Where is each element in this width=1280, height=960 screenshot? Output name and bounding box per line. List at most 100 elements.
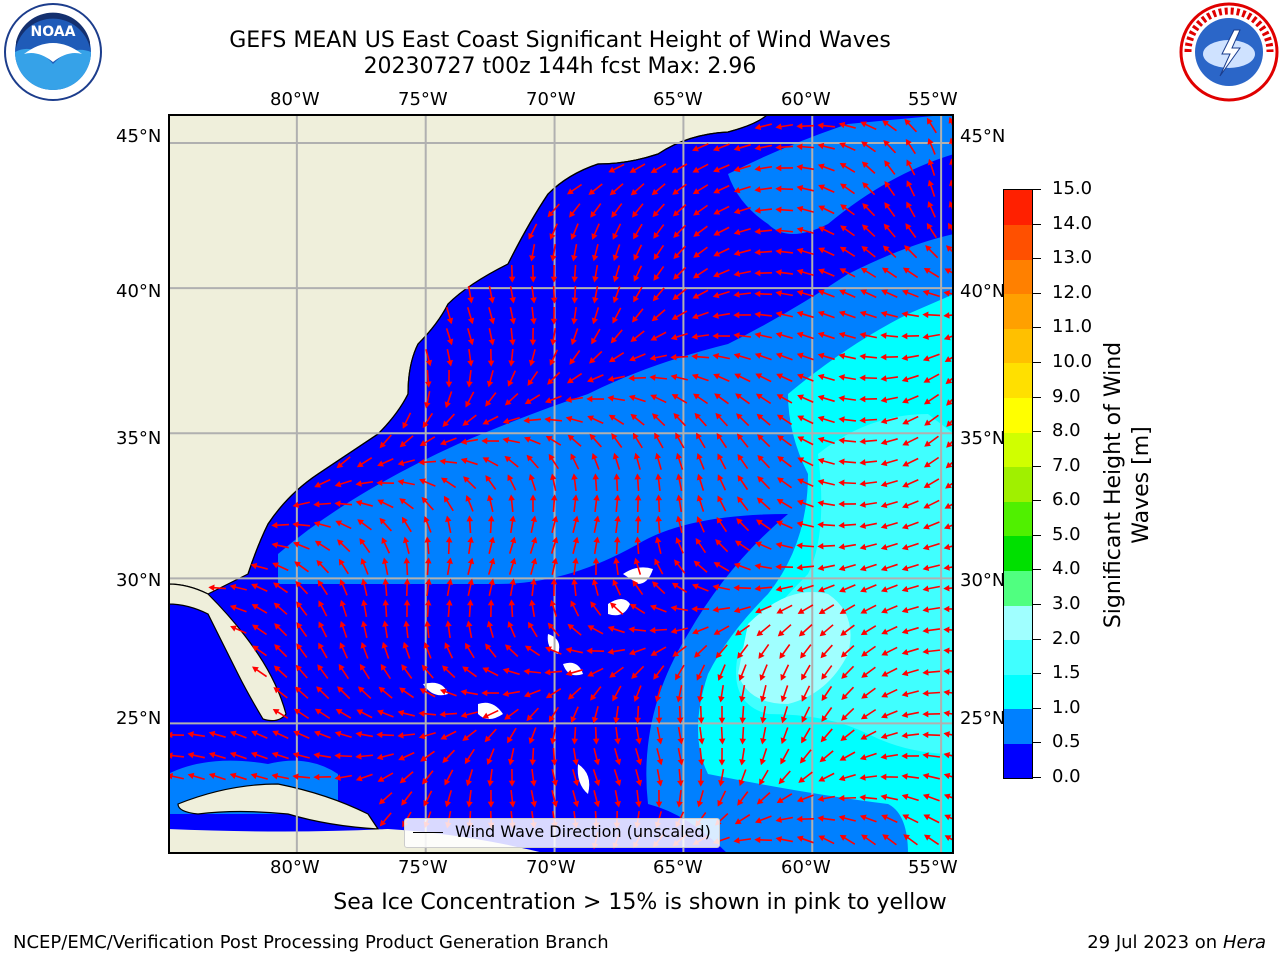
wave-direction-arrow bbox=[733, 332, 752, 339]
wave-direction-arrow bbox=[524, 645, 541, 657]
wave-direction-arrow bbox=[631, 665, 645, 679]
wave-direction-arrow bbox=[673, 266, 687, 280]
wave-direction-arrow bbox=[381, 537, 391, 554]
wave-direction-arrow bbox=[693, 204, 709, 216]
wave-direction-arrow bbox=[571, 264, 578, 283]
wave-direction-arrow bbox=[502, 690, 521, 697]
wave-direction-arrow bbox=[359, 538, 371, 553]
wave-direction-arrow bbox=[376, 731, 395, 739]
wave-direction-arrow bbox=[901, 690, 919, 698]
wave-direction-arrow bbox=[421, 496, 434, 511]
colorbar-tick-label: 4.0 bbox=[1052, 558, 1081, 580]
wave-direction-arrow bbox=[382, 620, 389, 639]
wave-direction-arrow bbox=[801, 706, 811, 723]
wave-direction-arrow bbox=[445, 369, 453, 388]
wave-direction-arrow bbox=[796, 331, 814, 340]
wave-direction-arrows bbox=[168, 117, 954, 850]
colorbar-tick bbox=[1033, 742, 1041, 744]
wave-direction-arrow bbox=[922, 648, 941, 655]
wave-direction-arrow bbox=[817, 795, 836, 802]
wave-direction-arrow bbox=[859, 353, 878, 360]
wave-direction-arrow bbox=[693, 225, 708, 237]
wave-direction-arrow bbox=[796, 794, 814, 803]
wave-direction-arrow bbox=[861, 141, 876, 153]
wave-direction-arrow bbox=[860, 708, 877, 720]
wave-direction-arrow bbox=[292, 521, 311, 528]
wave-direction-arrow bbox=[446, 307, 454, 325]
lat-label-left-25n: 25°N bbox=[116, 708, 162, 729]
colorbar-tick bbox=[1033, 534, 1041, 536]
wave-direction-arrow bbox=[713, 205, 730, 215]
wave-direction-arrow bbox=[590, 601, 602, 616]
wave-direction-arrow bbox=[733, 270, 751, 277]
wave-direction-arrow bbox=[379, 812, 392, 827]
wave-direction-arrow bbox=[545, 435, 562, 446]
wave-direction-arrow bbox=[504, 393, 519, 406]
wave-direction-arrow bbox=[859, 522, 878, 529]
wave-direction-arrow bbox=[401, 664, 413, 679]
wave-direction-arrow bbox=[614, 726, 621, 745]
wave-direction-arrow bbox=[403, 578, 411, 597]
wave-direction-arrow bbox=[419, 436, 436, 446]
lon-label-bottom-75w: 75°W bbox=[398, 857, 448, 878]
wave-direction-arrow bbox=[425, 369, 432, 388]
wave-direction-arrow bbox=[528, 349, 536, 367]
wave-direction-arrow bbox=[818, 184, 835, 194]
wave-direction-arrow bbox=[571, 726, 579, 745]
wave-direction-arrow bbox=[840, 645, 855, 658]
wave-direction-arrow bbox=[592, 285, 599, 304]
wave-direction-arrow bbox=[880, 438, 898, 446]
wave-direction-arrow bbox=[880, 458, 898, 467]
wave-direction-arrow bbox=[444, 790, 453, 808]
wave-direction-arrow bbox=[467, 328, 475, 346]
wave-direction-arrow bbox=[529, 747, 537, 766]
colorbar bbox=[1003, 189, 1033, 779]
colorbar-tick bbox=[1033, 777, 1041, 778]
wave-direction-arrow bbox=[737, 474, 749, 491]
wave-direction-arrow bbox=[691, 311, 709, 320]
wave-direction-arrow bbox=[737, 496, 749, 511]
wave-direction-arrow bbox=[360, 578, 368, 596]
wave-direction-arrow bbox=[524, 394, 541, 405]
wave-direction-arrow bbox=[313, 501, 332, 508]
wave-direction-arrow bbox=[397, 459, 415, 467]
wave-direction-arrow bbox=[882, 120, 897, 132]
wave-direction-arrow bbox=[754, 269, 773, 277]
wave-direction-arrow bbox=[841, 707, 855, 721]
wave-direction-arrow bbox=[754, 123, 772, 131]
wave-direction-arrow bbox=[672, 645, 687, 657]
wave-direction-arrow bbox=[295, 581, 309, 595]
wave-direction-arrow bbox=[923, 521, 940, 530]
wave-direction-arrow bbox=[883, 223, 896, 238]
wave-direction-arrow bbox=[817, 394, 835, 403]
wave-direction-arrow bbox=[841, 686, 855, 701]
wave-direction-arrow bbox=[652, 203, 665, 218]
colorbar-tick bbox=[1033, 223, 1041, 225]
wave-direction-arrow bbox=[738, 664, 747, 681]
wave-direction-arrow bbox=[838, 773, 856, 782]
wave-direction-arrow bbox=[509, 285, 516, 304]
wave-direction-arrow bbox=[881, 625, 898, 635]
wave-direction-arrow bbox=[796, 122, 815, 130]
wave-direction-arrow bbox=[696, 453, 705, 470]
wave-direction-arrow bbox=[671, 582, 688, 594]
wave-direction-arrow bbox=[901, 354, 920, 361]
wave-direction-arrow bbox=[593, 515, 600, 533]
wave-direction-arrow bbox=[733, 206, 751, 215]
wave-direction-arrow bbox=[592, 769, 601, 787]
wave-direction-arrow bbox=[614, 790, 621, 808]
wave-direction-arrow bbox=[633, 452, 641, 470]
wave-direction-arrow bbox=[360, 641, 369, 659]
wave-direction-arrow bbox=[460, 711, 478, 719]
wave-direction-arrow bbox=[797, 604, 814, 614]
wave-direction-arrow bbox=[208, 772, 226, 781]
wave-direction-arrow bbox=[754, 352, 772, 361]
colorbar-segment bbox=[1004, 570, 1032, 606]
colorbar-tick bbox=[1033, 361, 1041, 363]
wave-direction-arrow bbox=[551, 515, 559, 533]
wave-direction-arrow bbox=[675, 537, 684, 554]
wave-direction-arrow bbox=[759, 769, 769, 786]
wave-direction-arrow bbox=[635, 769, 643, 787]
wave-direction-arrow bbox=[547, 622, 560, 637]
wave-direction-arrow bbox=[693, 393, 709, 405]
